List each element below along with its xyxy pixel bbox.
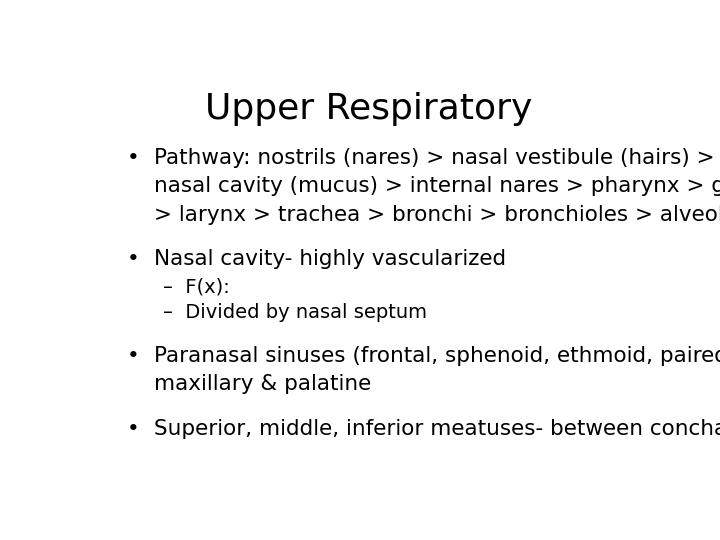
Text: > larynx > trachea > bronchi > bronchioles > alveoli: > larynx > trachea > bronchi > bronchiol… [154, 205, 720, 225]
Text: Upper Respiratory: Upper Respiratory [205, 92, 533, 126]
Text: nasal cavity (mucus) > internal nares > pharynx > glottis: nasal cavity (mucus) > internal nares > … [154, 176, 720, 196]
Text: –  Divided by nasal septum: – Divided by nasal septum [163, 303, 426, 322]
Text: •: • [126, 249, 139, 269]
Text: •: • [126, 148, 139, 168]
Text: maxillary & palatine: maxillary & palatine [154, 374, 372, 394]
Text: Superior, middle, inferior meatuses- between conchae: Superior, middle, inferior meatuses- bet… [154, 419, 720, 439]
Text: Paranasal sinuses (frontal, sphenoid, ethmoid, paired: Paranasal sinuses (frontal, sphenoid, et… [154, 346, 720, 366]
Text: –  F(x):: – F(x): [163, 278, 229, 296]
Text: Pathway: nostrils (nares) > nasal vestibule (hairs) >: Pathway: nostrils (nares) > nasal vestib… [154, 148, 715, 168]
Text: •: • [126, 419, 139, 439]
Text: Nasal cavity- highly vascularized: Nasal cavity- highly vascularized [154, 249, 506, 269]
Text: •: • [126, 346, 139, 366]
